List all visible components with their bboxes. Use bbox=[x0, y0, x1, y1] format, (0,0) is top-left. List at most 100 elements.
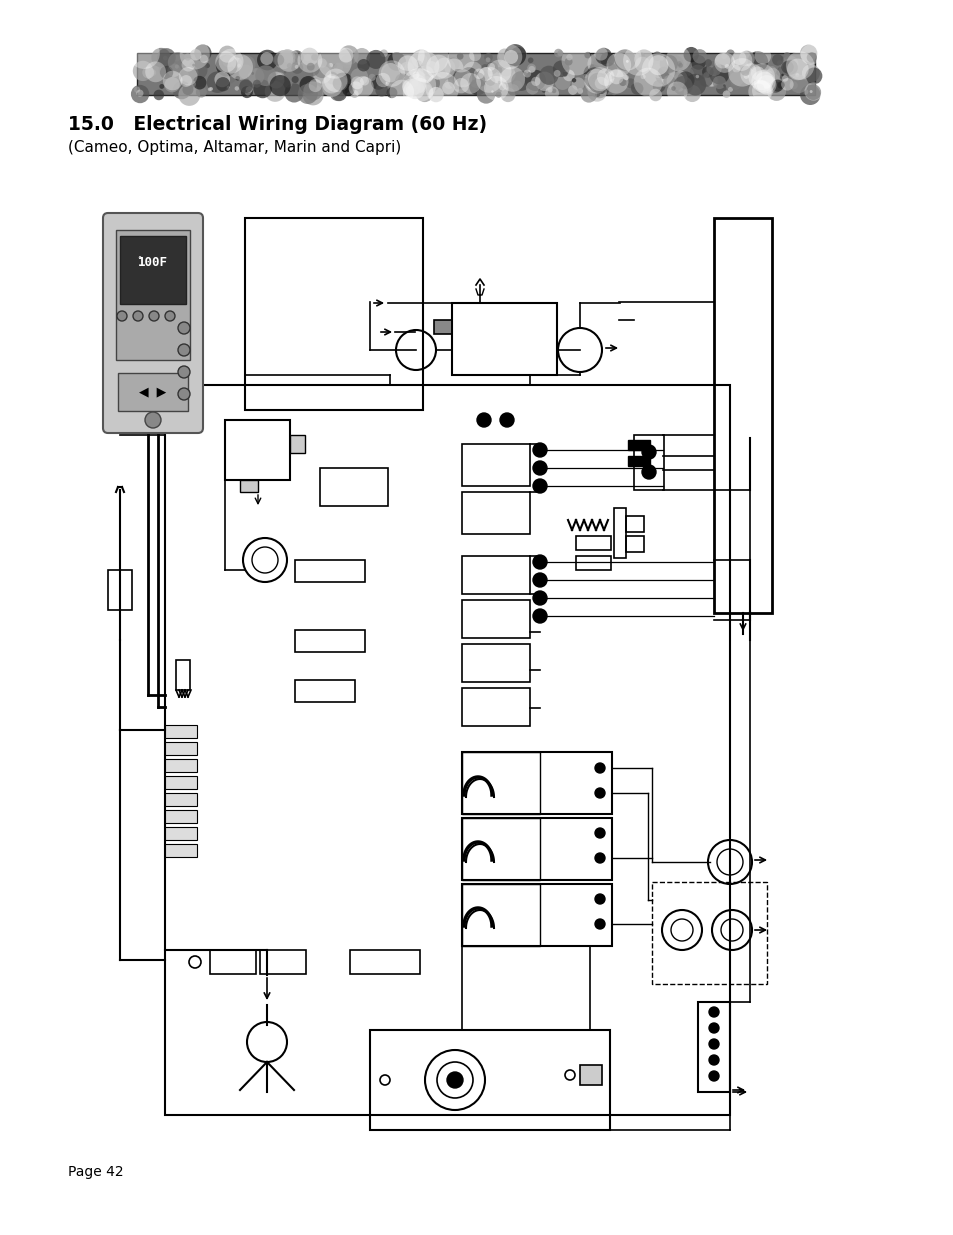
Circle shape bbox=[701, 67, 713, 78]
Circle shape bbox=[270, 75, 291, 96]
Circle shape bbox=[172, 80, 191, 99]
Circle shape bbox=[567, 85, 577, 95]
Circle shape bbox=[204, 63, 210, 68]
Circle shape bbox=[806, 52, 816, 63]
Circle shape bbox=[317, 44, 352, 79]
Circle shape bbox=[743, 79, 760, 95]
Bar bbox=[461, 556, 530, 594]
Circle shape bbox=[333, 73, 354, 94]
Circle shape bbox=[253, 80, 260, 88]
Circle shape bbox=[705, 65, 717, 77]
Circle shape bbox=[274, 51, 293, 69]
Circle shape bbox=[181, 58, 194, 72]
Circle shape bbox=[554, 48, 562, 57]
Circle shape bbox=[740, 65, 750, 75]
Circle shape bbox=[339, 46, 358, 64]
Bar bbox=[461, 600, 530, 638]
Circle shape bbox=[298, 78, 316, 95]
Circle shape bbox=[426, 84, 430, 88]
Text: 15.0   Electrical Wiring Diagram (60 Hz): 15.0 Electrical Wiring Diagram (60 Hz) bbox=[68, 115, 487, 135]
Circle shape bbox=[720, 53, 726, 59]
Circle shape bbox=[434, 73, 440, 80]
Circle shape bbox=[595, 91, 599, 98]
Circle shape bbox=[761, 73, 780, 91]
Circle shape bbox=[673, 77, 692, 95]
Circle shape bbox=[690, 54, 705, 69]
Circle shape bbox=[469, 72, 485, 88]
Circle shape bbox=[129, 38, 160, 69]
Circle shape bbox=[533, 609, 546, 622]
Circle shape bbox=[771, 54, 782, 65]
Circle shape bbox=[686, 62, 691, 68]
Circle shape bbox=[173, 54, 180, 62]
Circle shape bbox=[727, 86, 732, 91]
Circle shape bbox=[245, 90, 251, 95]
Circle shape bbox=[448, 69, 468, 89]
Circle shape bbox=[239, 79, 253, 93]
Circle shape bbox=[551, 89, 556, 93]
Circle shape bbox=[641, 53, 675, 86]
Circle shape bbox=[661, 83, 665, 88]
Circle shape bbox=[497, 48, 510, 61]
Circle shape bbox=[599, 62, 617, 80]
Circle shape bbox=[400, 63, 406, 68]
Circle shape bbox=[142, 67, 154, 79]
Circle shape bbox=[777, 82, 784, 89]
Circle shape bbox=[781, 56, 798, 73]
Circle shape bbox=[136, 90, 143, 96]
Circle shape bbox=[145, 412, 161, 429]
Circle shape bbox=[248, 68, 264, 84]
Bar bbox=[319, 468, 388, 506]
Circle shape bbox=[375, 84, 388, 96]
Circle shape bbox=[222, 56, 234, 68]
Circle shape bbox=[583, 67, 605, 89]
Circle shape bbox=[676, 64, 679, 68]
Circle shape bbox=[150, 69, 156, 77]
Circle shape bbox=[168, 63, 181, 77]
Circle shape bbox=[307, 63, 314, 70]
Circle shape bbox=[386, 88, 397, 99]
Circle shape bbox=[183, 65, 198, 80]
Circle shape bbox=[666, 72, 684, 90]
Circle shape bbox=[292, 77, 298, 83]
Circle shape bbox=[313, 65, 331, 84]
Bar bbox=[350, 950, 419, 974]
Circle shape bbox=[214, 72, 230, 88]
Circle shape bbox=[535, 72, 554, 91]
Circle shape bbox=[503, 49, 517, 64]
Circle shape bbox=[725, 49, 734, 58]
Circle shape bbox=[193, 75, 206, 89]
Circle shape bbox=[594, 77, 607, 89]
Bar bbox=[576, 536, 610, 550]
Circle shape bbox=[804, 68, 821, 84]
Bar bbox=[434, 320, 452, 333]
Circle shape bbox=[771, 79, 782, 91]
Circle shape bbox=[338, 48, 354, 63]
Circle shape bbox=[533, 555, 546, 569]
Circle shape bbox=[716, 84, 726, 94]
Circle shape bbox=[782, 52, 790, 59]
Circle shape bbox=[594, 47, 607, 61]
Circle shape bbox=[382, 63, 403, 84]
Circle shape bbox=[207, 72, 228, 93]
Circle shape bbox=[218, 46, 235, 63]
Circle shape bbox=[664, 54, 683, 74]
Circle shape bbox=[666, 82, 687, 103]
Circle shape bbox=[732, 64, 740, 73]
Circle shape bbox=[354, 48, 370, 64]
Circle shape bbox=[603, 69, 628, 94]
Circle shape bbox=[722, 90, 730, 98]
Circle shape bbox=[769, 82, 781, 93]
Circle shape bbox=[606, 63, 620, 77]
Circle shape bbox=[456, 53, 463, 59]
Circle shape bbox=[702, 72, 708, 78]
Circle shape bbox=[747, 63, 774, 90]
Circle shape bbox=[304, 89, 310, 95]
Circle shape bbox=[149, 311, 159, 321]
Bar bbox=[461, 884, 612, 946]
Circle shape bbox=[657, 67, 669, 79]
Circle shape bbox=[117, 311, 127, 321]
Bar bbox=[576, 556, 610, 571]
Circle shape bbox=[406, 74, 426, 94]
Circle shape bbox=[528, 65, 535, 73]
